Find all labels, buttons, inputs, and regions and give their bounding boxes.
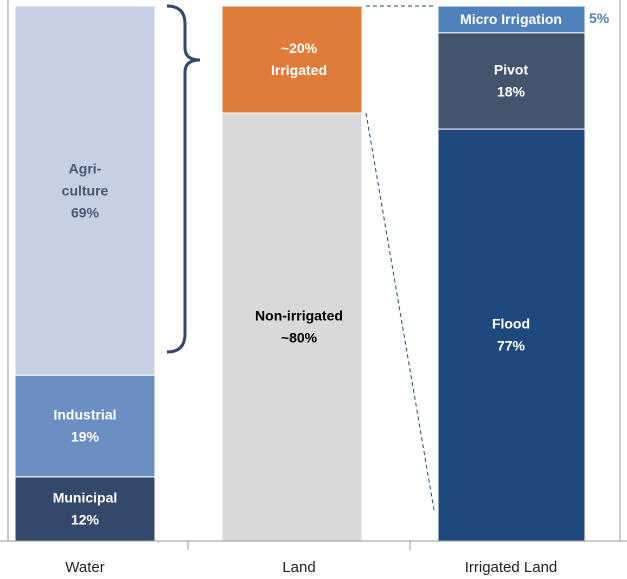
value-label: 77% [497,338,526,354]
bar-segment [221,112,363,542]
connector-bottom [365,112,435,511]
bar-segment [14,374,156,478]
x-tick-label: Land [282,559,315,576]
segment-label: Flood [492,316,530,332]
x-tick-label: Irrigated Land [465,559,558,576]
value-label: ~80% [281,330,318,346]
bar-segment [437,128,586,542]
segment-label: Municipal [53,490,118,506]
brace [166,4,201,354]
value-label: 12% [71,512,100,528]
segment-label: Industrial [53,407,116,423]
bar-segment [14,476,156,542]
value-label: 5% [589,10,610,26]
value-label: 69% [71,204,100,220]
segment-label: Irrigated [271,62,327,78]
bar-segment [437,5,586,34]
bar-segment [221,5,363,114]
value-label: 18% [497,84,526,100]
segment-label: Agri- [69,160,102,176]
bar-segment [14,5,156,376]
x-tick-label: Water [65,559,104,576]
segment-label: culture [62,182,109,198]
segment-label: Micro Irrigation [460,11,562,27]
value-label: ~20% [281,40,318,56]
segment-label: Non-irrigated [255,308,343,324]
segment-label: Pivot [494,62,529,78]
bar-segment [437,32,586,130]
bars: Municipal 12% Industrial 19% Agri-culture 69%… [14,5,610,542]
value-label: 19% [71,429,100,445]
